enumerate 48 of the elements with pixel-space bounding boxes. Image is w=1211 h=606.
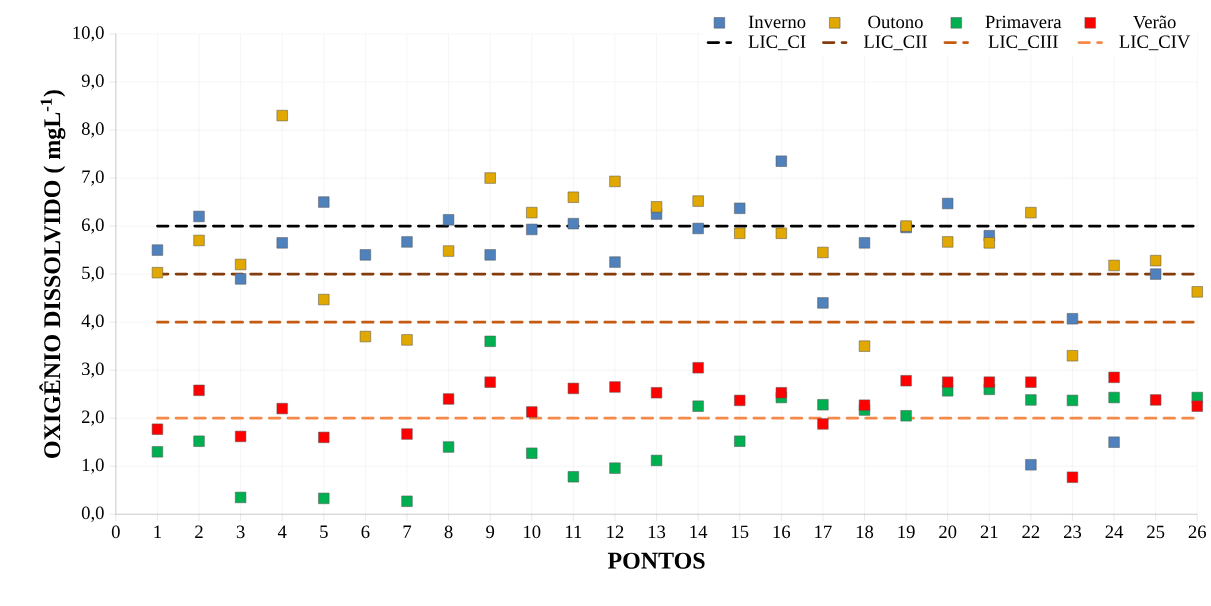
legend-label: Inverno (748, 15, 806, 29)
legend-label: Primavera (985, 15, 1062, 29)
x-tick-label: 5 (320, 525, 328, 538)
x-tick-label: 21 (980, 525, 998, 538)
x-tick-label: 10 (524, 525, 541, 539)
x-tick-label: 26 (1188, 525, 1207, 539)
x-tick-label: 23 (1063, 525, 1082, 539)
y-tick-label: 0,0 (81, 506, 104, 522)
y-axis-title: OXIGÊNIO DISSOLVIDO ( mgL$^{-1}$) (39, 90, 66, 458)
y-tick-label: 10,0 (73, 26, 104, 42)
legend-label: LIC_CII (863, 35, 927, 51)
x-tick-label: 17 (815, 525, 832, 538)
x-tick-label: 13 (648, 525, 666, 539)
x-tick-label: 12 (607, 525, 624, 538)
x-tick-label: 4 (277, 525, 287, 538)
x-tick-label: 3 (236, 525, 245, 539)
legend-label: LIC_CIV (1119, 35, 1191, 51)
x-tick-label: 1 (154, 525, 161, 538)
y-tick-label: 4,0 (81, 314, 104, 330)
x-tick-label: 24 (1105, 525, 1124, 538)
y-tick-label: 7,0 (82, 170, 104, 186)
x-axis-title: PONTOS (607, 552, 705, 569)
x-tick-label: 14 (690, 525, 708, 538)
x-tick-label: 8 (444, 525, 453, 539)
x-tick-label: 0 (111, 525, 120, 539)
y-tick-label: 8,0 (81, 122, 104, 138)
legend-label: LIC_CIII (988, 35, 1058, 51)
y-tick-label: 5,0 (82, 266, 104, 282)
x-tick-label: 15 (732, 525, 749, 539)
y-tick-label: 2,0 (81, 410, 104, 426)
x-tick-label: 20 (939, 525, 957, 539)
x-tick-label: 2 (195, 525, 203, 538)
legend-label: LIC_CI (748, 35, 806, 51)
x-tick-label: 22 (1022, 525, 1040, 538)
y-tick-label: 6,0 (81, 218, 104, 234)
x-tick-label: 6 (361, 525, 370, 539)
x-tick-label: 18 (856, 525, 874, 539)
y-tick-label: 1,0 (82, 458, 104, 474)
y-tick-label: 3,0 (82, 362, 104, 378)
x-tick-label: 11 (566, 525, 582, 538)
x-tick-label: 16 (773, 525, 791, 539)
legend-label: Verão (1133, 15, 1176, 29)
x-tick-label: 19 (898, 525, 915, 539)
y-tick-label: 9,0 (81, 74, 104, 90)
legend-label: Outono (868, 15, 923, 29)
x-tick-label: 25 (1147, 525, 1165, 539)
x-tick-label: 9 (486, 525, 495, 539)
x-tick-label: 7 (403, 525, 412, 538)
